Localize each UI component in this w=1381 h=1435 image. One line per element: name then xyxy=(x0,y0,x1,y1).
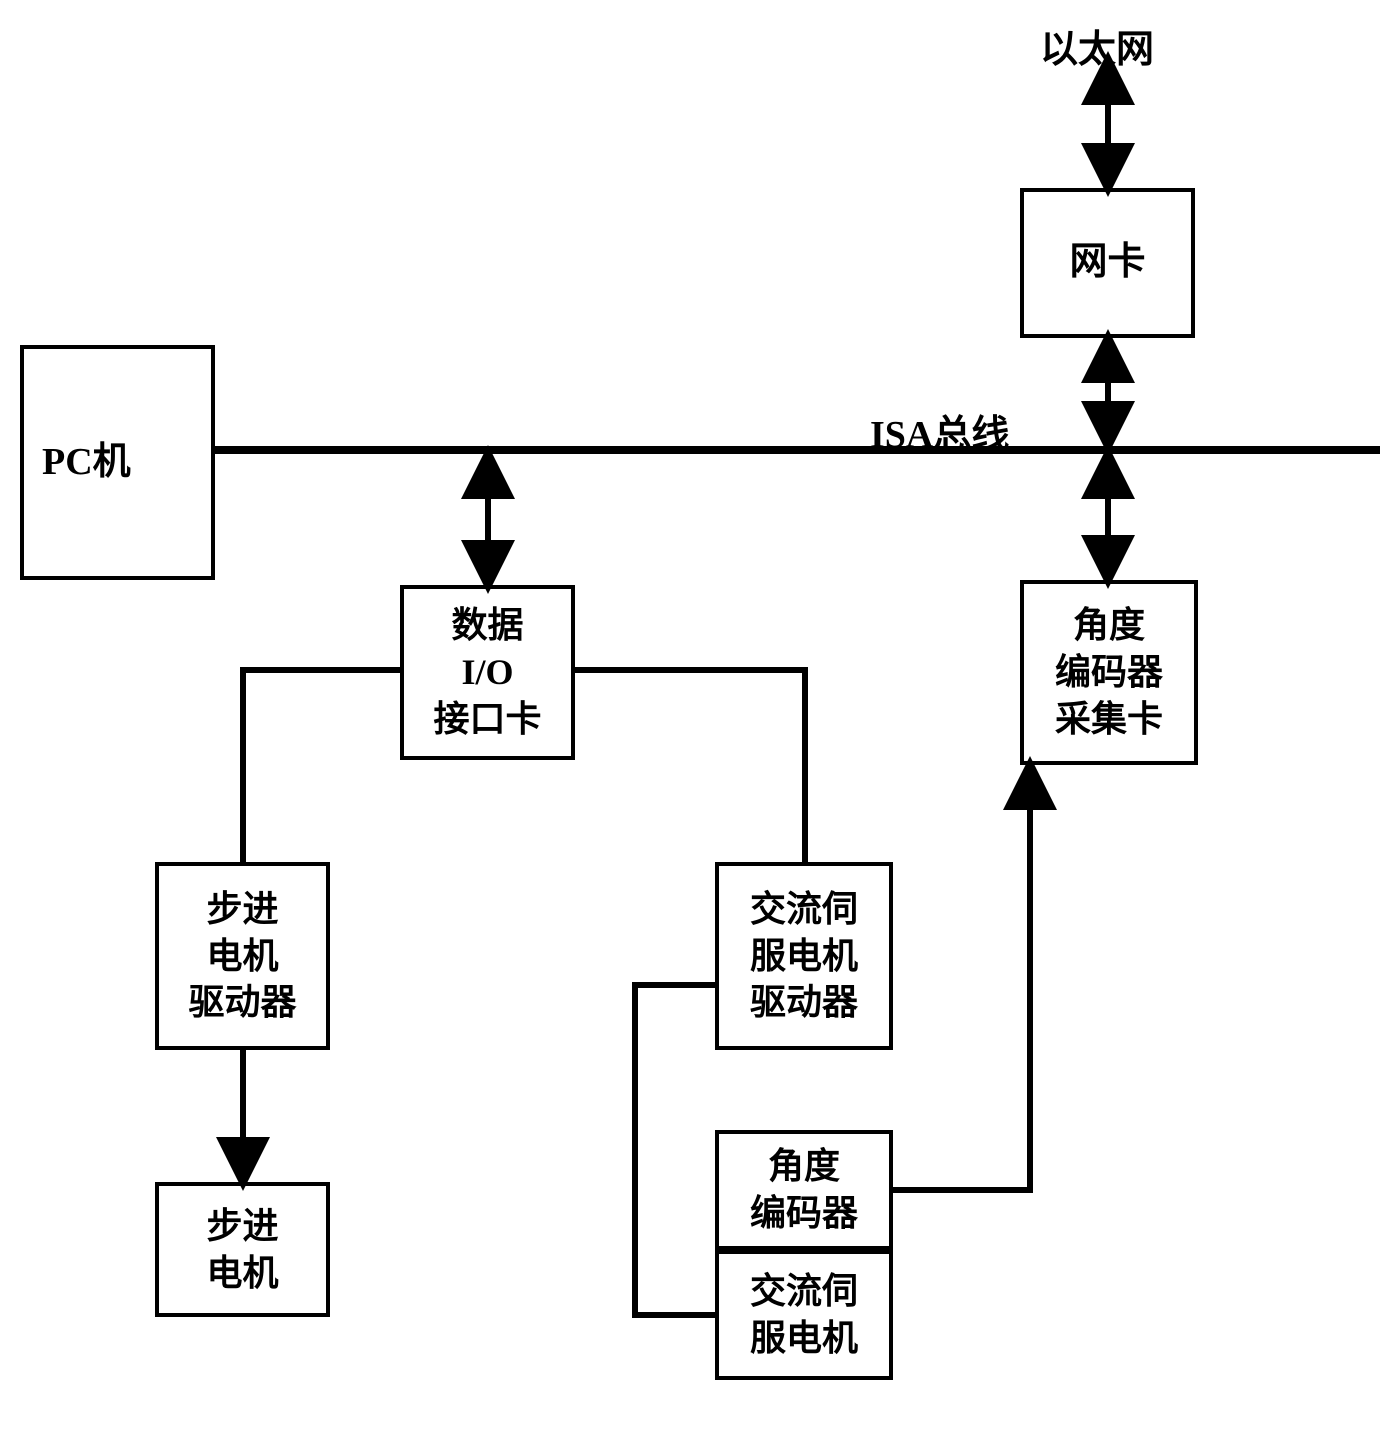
encoder-card-line1: 角度 xyxy=(1073,602,1145,649)
ac-driver-box: 交流伺 服电机 驱动器 xyxy=(715,862,893,1050)
nic-box: 网卡 xyxy=(1020,188,1195,338)
encoder-card-box: 角度 编码器 采集卡 xyxy=(1020,580,1198,765)
nic-box-text: 网卡 xyxy=(1069,238,1145,287)
io-card-line3: 接口卡 xyxy=(433,696,541,743)
io-card-line1: 数据 xyxy=(451,602,523,649)
io-card-line2: I/O xyxy=(461,649,513,696)
ethernet-label: 以太网 xyxy=(1040,18,1154,73)
step-motor-box: 步进 电机 xyxy=(155,1182,330,1317)
isa-bus-label-text: ISA总线 xyxy=(870,414,1009,456)
step-driver-box: 步进 电机 驱动器 xyxy=(155,862,330,1050)
encoder-card-line2: 编码器 xyxy=(1055,649,1163,696)
encoder-card-line3: 采集卡 xyxy=(1055,696,1163,743)
encoder-line1: 角度 xyxy=(768,1143,840,1190)
ac-motor-line1: 交流伺 xyxy=(750,1268,858,1315)
isa-bus-line xyxy=(210,446,1380,454)
io-to-stepdrv xyxy=(243,670,400,862)
ac-driver-line1: 交流伺 xyxy=(750,886,858,933)
step-driver-line1: 步进 xyxy=(206,886,278,933)
ethernet-label-text: 以太网 xyxy=(1040,29,1154,71)
ac-driver-line3: 驱动器 xyxy=(750,979,858,1026)
encoder-box: 角度 编码器 xyxy=(715,1130,893,1250)
pc-box-text: PC机 xyxy=(42,438,131,487)
io-card-box: 数据 I/O 接口卡 xyxy=(400,585,575,760)
acdrv-to-acmot xyxy=(635,985,715,1315)
pc-box: PC机 xyxy=(20,345,215,580)
ac-driver-line2: 服电机 xyxy=(750,933,858,980)
ac-motor-box: 交流伺 服电机 xyxy=(715,1250,893,1380)
ac-motor-line2: 服电机 xyxy=(750,1315,858,1362)
step-driver-line2: 电机 xyxy=(206,933,278,980)
encoder-to-enccard xyxy=(893,765,1030,1190)
step-motor-line1: 步进 xyxy=(206,1203,278,1250)
encoder-line2: 编码器 xyxy=(750,1190,858,1237)
isa-bus-label: ISA总线 xyxy=(870,403,1009,458)
io-to-acdrv xyxy=(575,670,805,862)
step-driver-line3: 驱动器 xyxy=(188,979,296,1026)
step-motor-line2: 电机 xyxy=(206,1250,278,1297)
